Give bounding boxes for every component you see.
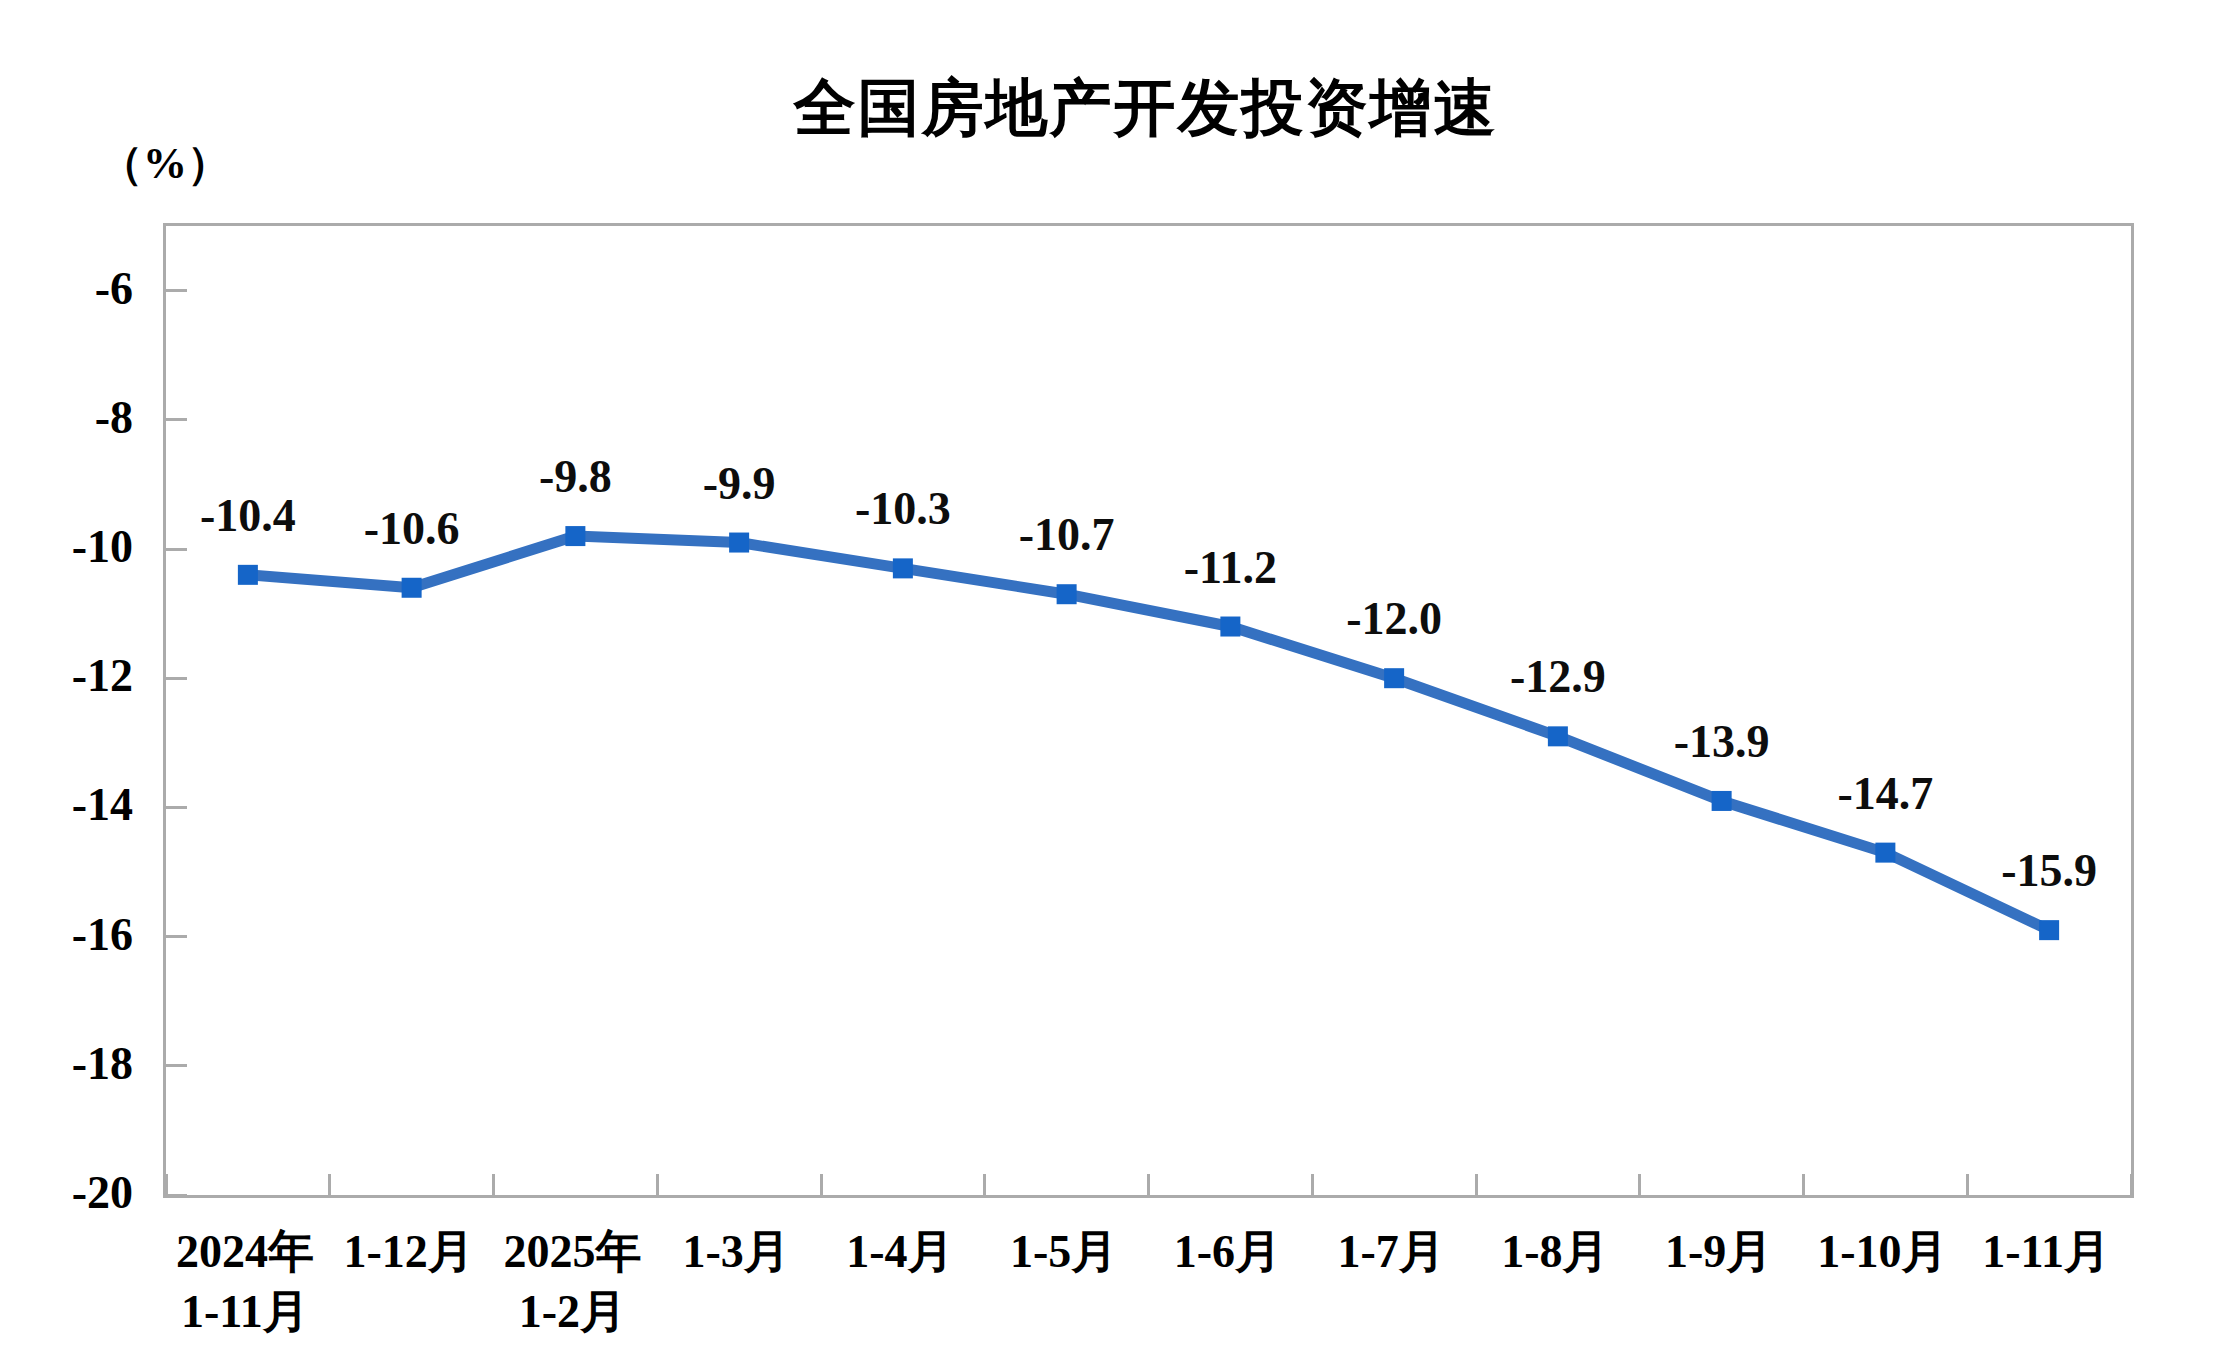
x-axis-label-line2: 1-2月 <box>503 1282 641 1342</box>
x-axis-label: 1-10月 <box>1817 1222 1947 1282</box>
x-axis-label-line2: 1-11月 <box>176 1282 314 1342</box>
x-axis-label: 1-6月 <box>1174 1222 1281 1282</box>
chart-title: 全国房地产开发投资增速 <box>163 66 2128 150</box>
x-axis-label: 1-3月 <box>682 1222 789 1282</box>
y-axis-label: -14 <box>72 778 133 831</box>
data-point-label: -12.9 <box>1510 650 1606 703</box>
x-axis-label: 1-11月 <box>1982 1222 2110 1282</box>
x-axis-label: 1-5月 <box>1010 1222 1117 1282</box>
data-point-label: -9.9 <box>703 456 776 509</box>
x-axis-label-line1: 1-9月 <box>1665 1222 1772 1282</box>
data-point-label: -14.7 <box>1837 766 1933 819</box>
y-axis-label: -8 <box>95 390 133 443</box>
data-point-label: -13.9 <box>1674 714 1770 767</box>
chart-container: 全国房地产开发投资增速 （%） -10.4-10.6-9.8-9.9-10.3-… <box>0 0 2216 1372</box>
data-point-marker <box>893 558 913 578</box>
y-axis-tick-labels: -6-8-10-12-14-16-18-20 <box>0 223 133 1192</box>
y-axis-label: -16 <box>72 907 133 960</box>
line-series <box>248 536 2049 930</box>
data-point-label: -10.7 <box>1019 508 1115 561</box>
x-axis-label-line1: 1-5月 <box>1010 1222 1117 1282</box>
data-point-label: -15.9 <box>2001 844 2097 897</box>
y-axis-label: -18 <box>72 1036 133 1089</box>
x-axis-label-line1: 1-7月 <box>1337 1222 1444 1282</box>
x-axis-tick-labels: 2024年1-11月1-12月2025年1-2月1-3月1-4月1-5月1-6月… <box>163 1222 2128 1362</box>
y-axis-label: -12 <box>72 649 133 702</box>
x-axis-label-line1: 1-8月 <box>1501 1222 1608 1282</box>
y-axis-label: -10 <box>72 520 133 573</box>
x-axis-label: 1-7月 <box>1337 1222 1444 1282</box>
y-axis-unit-label: （%） <box>75 134 255 193</box>
data-point-marker <box>2039 920 2059 940</box>
y-axis-label: -6 <box>95 261 133 314</box>
x-axis-label-line1: 1-10月 <box>1817 1222 1947 1282</box>
data-point-marker <box>1384 668 1404 688</box>
plot-inner: -10.4 -10.6 -9.8 -9.9 -10.3 -10.7 -11.2 -12.0 -1… <box>166 226 2131 1195</box>
data-point-marker <box>1220 617 1240 637</box>
x-axis-label: 1-8月 <box>1501 1222 1608 1282</box>
x-axis-label-line1: 1-6月 <box>1174 1222 1281 1282</box>
x-axis-label: 2024年1-11月 <box>176 1222 314 1342</box>
data-point-label: -11.2 <box>1184 540 1277 593</box>
data-point-marker <box>1057 584 1077 604</box>
data-point-label: -10.4 <box>200 488 296 541</box>
data-point-marker <box>1548 726 1568 746</box>
x-axis-label: 2025年1-2月 <box>503 1222 641 1342</box>
x-axis-label: 1-12月 <box>343 1222 473 1282</box>
data-point-marker <box>1712 791 1732 811</box>
x-axis-label: 1-9月 <box>1665 1222 1772 1282</box>
x-axis-label-line1: 1-4月 <box>846 1222 953 1282</box>
x-axis-label-line1: 1-11月 <box>1982 1222 2110 1282</box>
x-axis-label: 1-4月 <box>846 1222 953 1282</box>
x-axis-label-line1: 1-3月 <box>682 1222 789 1282</box>
data-point-marker <box>565 526 585 546</box>
plot-area: -10.4 -10.6 -9.8 -9.9 -10.3 -10.7 -11.2 -12.0 -1… <box>163 223 2134 1198</box>
data-point-marker <box>1875 843 1895 863</box>
data-point-label: -12.0 <box>1346 592 1442 645</box>
x-axis-label-line1: 2024年 <box>176 1222 314 1282</box>
data-point-label: -10.6 <box>364 501 460 554</box>
data-point-marker <box>238 565 258 585</box>
data-point-label: -10.3 <box>855 482 951 535</box>
data-point-marker <box>729 533 749 553</box>
x-axis-label-line1: 1-12月 <box>343 1222 473 1282</box>
y-axis-label: -20 <box>72 1166 133 1219</box>
series-svg <box>166 226 2131 1195</box>
data-point-label: -9.8 <box>539 450 612 503</box>
data-point-marker <box>402 578 422 598</box>
x-axis-label-line1: 2025年 <box>503 1222 641 1282</box>
